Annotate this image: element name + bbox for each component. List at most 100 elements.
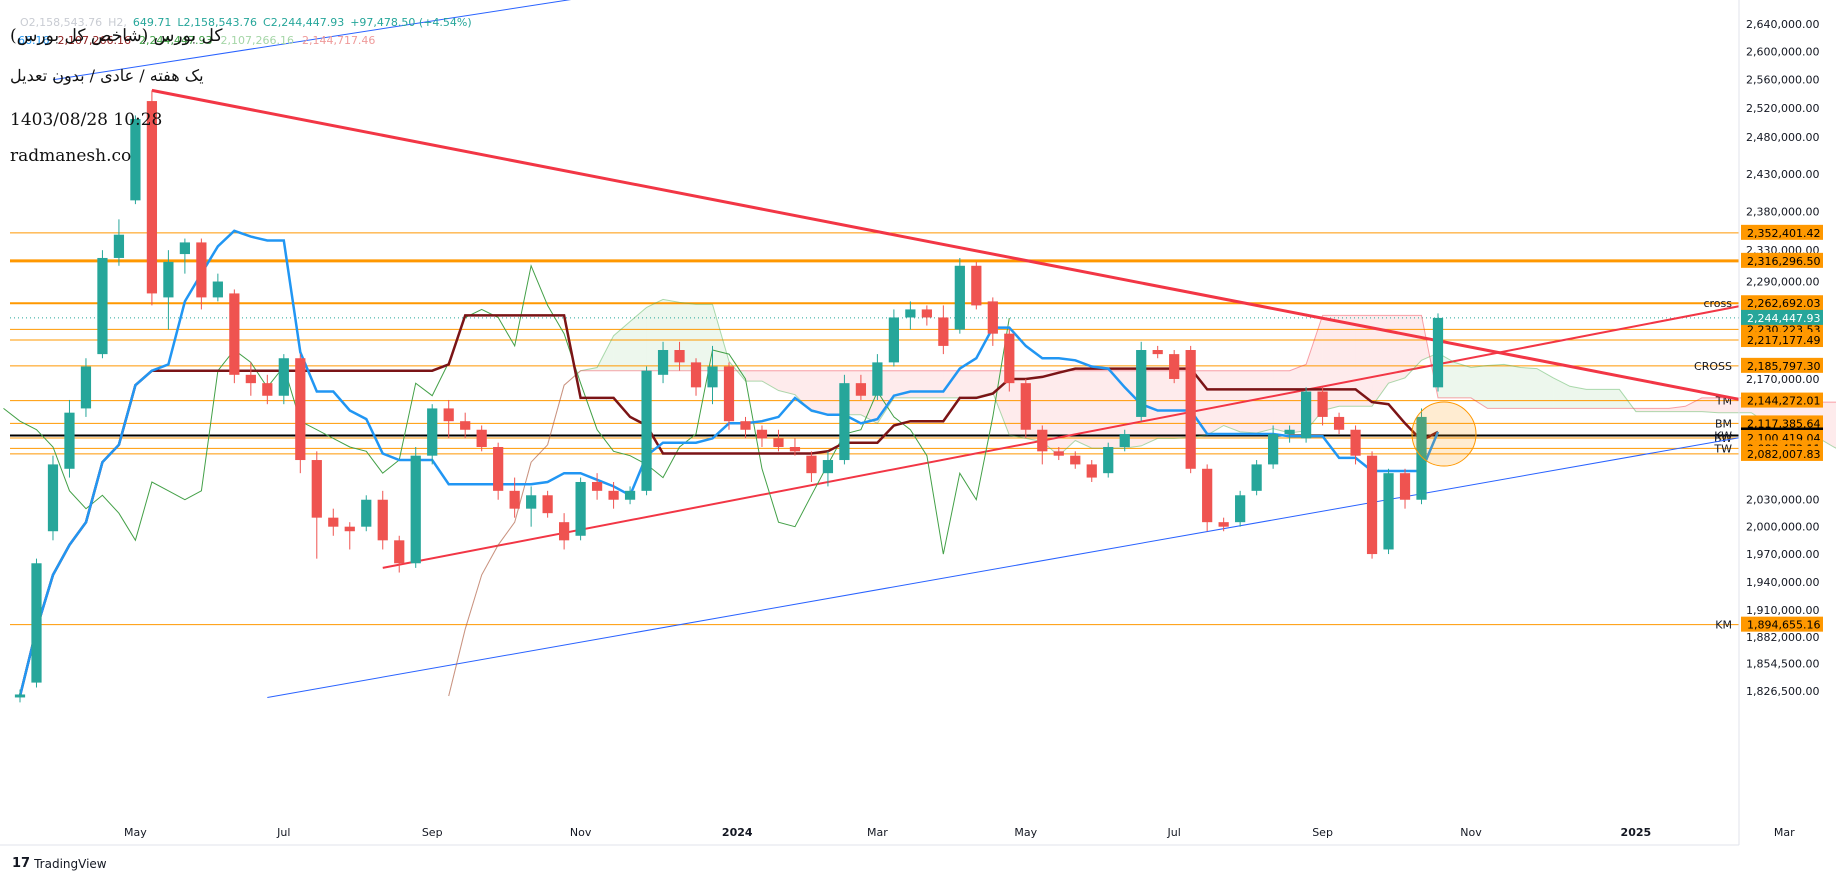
cloud-segment-63: [1487, 364, 1504, 409]
price-tick-6: 2,380,000.00: [1746, 206, 1819, 219]
price-tick-16: 1,854,500.00: [1746, 657, 1819, 670]
price-tag-12-label: 1,894,655.16: [1747, 619, 1820, 632]
candle-body-61: [1020, 383, 1031, 430]
candle-body-5: [97, 257, 108, 355]
candle-body-2: [47, 464, 59, 532]
cloud-segment-56: [1372, 315, 1389, 407]
candle-body-1: [31, 563, 42, 683]
cloud-segment-33: [992, 370, 1010, 436]
candle-body-54: [905, 309, 916, 318]
candle-body-7: [130, 119, 141, 201]
symbol-title: کل بورس (شاخص کل بورس): [10, 26, 223, 46]
price-tag-4-label: 2,217,177.49: [1747, 334, 1820, 347]
cloud-segment-18: [745, 370, 762, 382]
cloud-segment-27: [893, 370, 911, 398]
breakout-highlight: [1411, 401, 1477, 467]
candle-body-81: [1350, 429, 1361, 456]
time-tick-6: Mar: [867, 826, 888, 839]
time-tick-9: Sep: [1312, 826, 1333, 839]
candle-body-44: [740, 421, 751, 430]
candle-body-16: [278, 358, 289, 396]
ohlc-high: H2,: [108, 16, 127, 29]
candle-body-78: [1300, 391, 1312, 439]
candle-body-24: [410, 455, 421, 564]
price-tag-2-label: 2,262,692.03: [1747, 297, 1820, 310]
candle-body-20: [344, 526, 355, 532]
price-tick-9: 2,170,000.00: [1746, 373, 1819, 386]
price-axis[interactable]: 2,640,000.00 2,600,000.00 2,560,000.00 2,52…: [1746, 18, 1819, 698]
price-tag-11: 2,082,007.83: [1741, 445, 1823, 461]
candle-body-80: [1333, 416, 1345, 430]
price-tag-5-bg: [1741, 357, 1823, 373]
candle-body-56: [938, 317, 949, 346]
cloud-segment-29: [926, 370, 944, 398]
cloud-segment-61: [1454, 362, 1471, 398]
candle-body-11: [196, 242, 207, 298]
price-tag-12-bg: [1741, 616, 1823, 632]
price-tick-13: 1,940,000.00: [1746, 576, 1819, 589]
time-tick-12: Mar: [1774, 826, 1795, 839]
cloud-segment-31: [959, 370, 977, 398]
cloud-segment-58: [1405, 315, 1422, 378]
candle-body-68: [1136, 350, 1147, 417]
tradingview-logo[interactable]: 17 TradingView: [12, 856, 107, 871]
price-tag-12: 1,894,655.16: [1741, 616, 1823, 632]
candle-body-4: [80, 366, 92, 409]
cloud-segment-8: [580, 367, 598, 371]
cloud-segment-73: [1652, 408, 1669, 412]
indicator-legend: 66.16 2,107,266.16 2,244,447.93 2,107,266.1…: [18, 34, 383, 47]
candle-body-32: [542, 495, 553, 514]
candle-body-19: [328, 517, 339, 527]
price-tick-8: 2,290,000.00: [1746, 276, 1819, 289]
indicator-value-kijun: 2,107,266.16: [57, 34, 131, 47]
candle-body-9: [163, 261, 174, 298]
cloud-segment-19: [761, 370, 779, 391]
cloud-segment-43: [1157, 370, 1175, 439]
price-tag-7: 2,117,385.64: [1741, 415, 1823, 431]
level-name-10: TW: [1713, 442, 1732, 455]
candle-body-26: [443, 408, 454, 422]
price-tick-1: 2,600,000.00: [1746, 46, 1819, 59]
trend-lines: [52, 0, 1740, 698]
cloud-segment-75: [1685, 397, 1702, 412]
downtrend-line-major: [151, 88, 1740, 401]
time-tick-11: 2025: [1621, 826, 1652, 839]
candle-body-22: [377, 499, 388, 541]
cloud-segment-9: [597, 335, 614, 371]
indicator-value-chikou: 2,244,447.93: [138, 34, 213, 47]
ohlc-extra: 649.71: [132, 16, 172, 29]
time-tick-7: May: [1014, 826, 1037, 839]
candle-body-60: [1004, 333, 1015, 384]
candle-body-39: [657, 350, 669, 375]
candle-body-63: [1053, 451, 1064, 456]
cloud-segment-46: [1207, 370, 1224, 436]
candle-body-15: [262, 383, 273, 396]
candle-body-59: [987, 301, 998, 334]
level-name-12: KM: [1715, 619, 1732, 632]
candle-body-37: [624, 490, 636, 500]
cloud-segment-77: [1718, 397, 1735, 413]
time-tick-5: 2024: [722, 826, 753, 839]
candle-body-27: [460, 421, 471, 430]
time-axis[interactable]: MarMayJulSepNov2024MarMayJulSepNov2025Ma…: [0, 826, 1795, 839]
candle-body-85: [1416, 416, 1427, 500]
time-tick-4: Nov: [570, 826, 592, 839]
price-tick-14: 1,910,000.00: [1746, 604, 1819, 617]
candle-body-0: [14, 694, 26, 698]
candle-body-74: [1235, 495, 1246, 523]
candle-body-36: [608, 490, 619, 500]
cloud-segment-20: [778, 370, 795, 395]
candles: [14, 90, 1444, 703]
price-tag-11-label: 2,082,007.83: [1747, 448, 1820, 461]
candle-body-34: [575, 481, 586, 536]
price-tag-6-bg: [1741, 392, 1823, 408]
candle-body-43: [723, 366, 735, 422]
candle-body-67: [1119, 434, 1130, 447]
candle-body-42: [707, 366, 718, 388]
candle-body-51: [855, 383, 867, 396]
candle-body-71: [1185, 350, 1196, 469]
candle-body-75: [1251, 464, 1262, 491]
price-tick-15: 1,882,000.00: [1746, 631, 1819, 644]
